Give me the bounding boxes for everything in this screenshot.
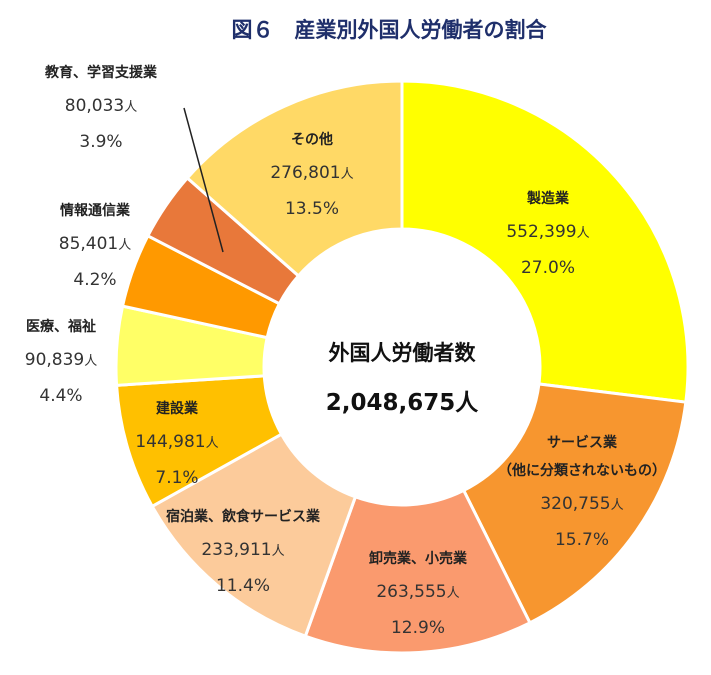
slice-label-name-sub: （他に分類されないもの） xyxy=(498,462,666,479)
slice-label-7: 教育、学習支援業 80,033人 3.9% xyxy=(45,64,158,152)
slice-label-percent: 3.9% xyxy=(79,132,122,152)
slice-label-name: サービス業 xyxy=(547,434,618,451)
slice-label-5: 医療、福祉 90,839人 4.4% xyxy=(25,318,98,406)
center-total: 2,048,675人 xyxy=(326,390,480,416)
slice-label-percent: 7.1% xyxy=(155,468,198,488)
slice-label-percent: 11.4% xyxy=(216,576,270,596)
slice-label-4: 建設業 144,981人 7.1% xyxy=(135,400,218,488)
slice-label-2: 卸売業、小売業 263,555人 12.9% xyxy=(369,550,468,638)
slice-1 xyxy=(461,382,688,625)
center-total-value: 2,048,675 xyxy=(326,390,456,416)
slice-label-percent: 15.7% xyxy=(555,530,609,550)
slice-label-name: 製造業 xyxy=(526,190,570,207)
slice-label-value: 144,981人 xyxy=(135,432,218,452)
slice-label-name: 卸売業、小売業 xyxy=(369,550,468,567)
donut-slices xyxy=(114,79,690,655)
slice-8 xyxy=(185,79,404,278)
slice-label-value: 90,839人 xyxy=(25,350,98,370)
slice-label-1: サービス業 （他に分類されないもの） 320,755人 15.7% xyxy=(498,434,666,550)
slice-label-name: 建設業 xyxy=(156,400,199,417)
slice-label-name: 教育、学習支援業 xyxy=(45,64,158,81)
slice-label-6: 情報通信業 85,401人 4.2% xyxy=(59,202,132,290)
slice-0 xyxy=(400,79,690,404)
slice-label-3: 宿泊業、飲食サービス業 233,911人 11.4% xyxy=(166,508,321,596)
slice-label-name: 医療、福祉 xyxy=(26,318,96,335)
slice-2 xyxy=(303,488,532,655)
slice-label-value: 80,033人 xyxy=(65,96,138,116)
slice-label-name: その他 xyxy=(291,131,333,148)
slice-label-percent: 13.5% xyxy=(285,199,339,219)
slice-label-8: その他 276,801人 13.5% xyxy=(270,131,353,219)
slice-label-value: 320,755人 xyxy=(540,494,623,514)
slice-label-percent: 27.0% xyxy=(521,258,575,278)
slice-label-value: 263,555人 xyxy=(376,582,459,602)
center-label: 外国人労働者数 xyxy=(329,341,477,365)
slice-label-value: 85,401人 xyxy=(59,234,132,254)
slice-label-value: 233,911人 xyxy=(201,540,284,560)
slice-label-value: 552,399人 xyxy=(506,222,589,242)
center-total-unit: 人 xyxy=(455,390,479,416)
slice-labels: 製造業 552,399人 27.0% サービス業 （他に分類されないもの） 320,755… xyxy=(25,64,666,638)
slice-label-percent: 12.9% xyxy=(391,618,445,638)
slice-label-value: 276,801人 xyxy=(270,163,353,183)
slice-label-name: 情報通信業 xyxy=(60,202,131,219)
chart-title: 図６ 産業別外国人労働者の割合 xyxy=(232,18,548,42)
slice-label-0: 製造業 552,399人 27.0% xyxy=(506,190,589,278)
slice-label-name: 宿泊業、飲食サービス業 xyxy=(166,508,321,525)
slice-label-percent: 4.4% xyxy=(39,386,82,406)
slice-label-percent: 4.2% xyxy=(73,270,116,290)
leader-line-education xyxy=(183,107,224,253)
